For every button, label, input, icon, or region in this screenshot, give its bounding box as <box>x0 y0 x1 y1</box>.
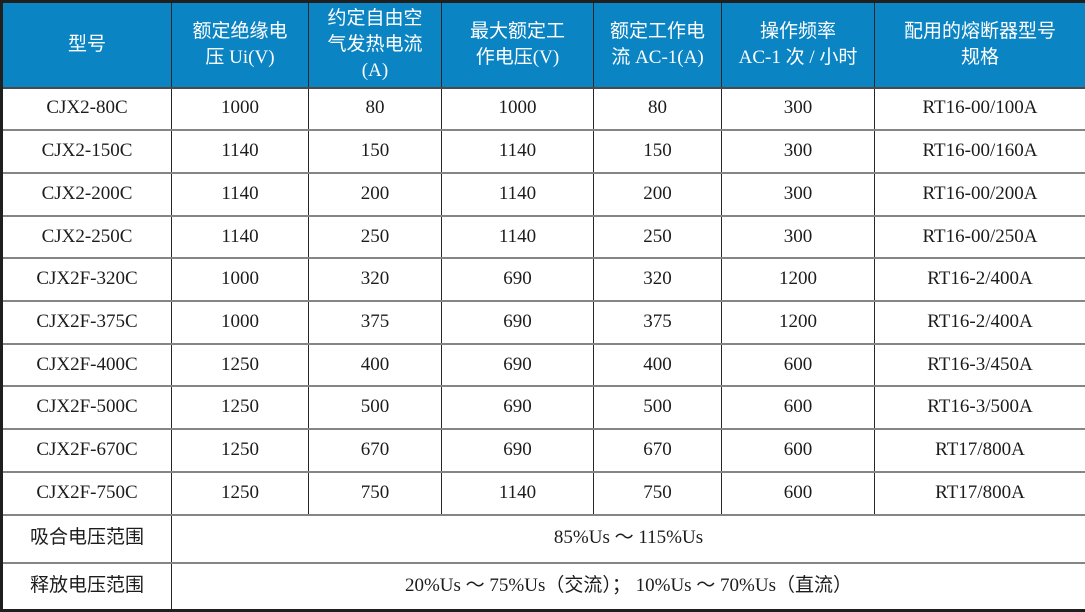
header-cell-conventional-free-air-thermal-current: 约定自由空 气发热电流 (A) <box>308 0 442 89</box>
model-cell: CJX2-250C <box>1 214 172 260</box>
value-cell: 1000 <box>171 86 309 132</box>
value-cell: 250 <box>593 214 722 260</box>
value-cell: 1250 <box>171 385 309 430</box>
value-cell: RT16-00/100A <box>874 86 1085 132</box>
header-cell-max-rated-working-voltage: 最大额定工 作电压(V) <box>441 0 594 89</box>
value-cell: 200 <box>593 171 722 217</box>
model-cell: CJX2F-750C <box>1 470 172 516</box>
value-cell: 600 <box>721 385 875 430</box>
value-cell: 1140 <box>171 171 309 217</box>
value-cell: RT16-3/500A <box>874 385 1085 430</box>
value-cell: 670 <box>308 428 442 473</box>
model-cell: CJX2-80C <box>1 86 172 132</box>
header-cell-fuse-spec: 配用的熔断器型号 规格 <box>874 0 1085 89</box>
value-cell: 1000 <box>441 86 594 132</box>
value-cell: 500 <box>308 385 442 430</box>
value-cell: RT16-00/200A <box>874 171 1085 217</box>
value-cell: 1140 <box>441 171 594 217</box>
value-cell: 670 <box>593 428 722 473</box>
header-cell-operating-frequency: 操作频率 AC-1 次 / 小时 <box>721 0 875 89</box>
value-cell: RT16-00/250A <box>874 214 1085 260</box>
value-cell: 600 <box>721 470 875 516</box>
value-cell: RT17/800A <box>874 470 1085 516</box>
value-cell: 1000 <box>171 257 309 302</box>
value-cell: RT16-00/160A <box>874 129 1085 174</box>
release-voltage-value: 20%Us ～ 75%Us（交流）； 10%Us ～ 70%Us（直流） <box>171 561 1085 612</box>
table-row: CJX2F-670C 1250 670 690 670 600 RT17/800… <box>1 428 1085 473</box>
value-cell: 600 <box>721 342 875 388</box>
value-cell: 1250 <box>171 342 309 388</box>
release-voltage-row: 释放电压范围 20%Us ～ 75%Us（交流）； 10%Us ～ 70%Us（… <box>1 561 1085 612</box>
value-cell: RT17/800A <box>874 428 1085 473</box>
model-cell: CJX2-150C <box>1 129 172 174</box>
value-cell: 690 <box>441 257 594 302</box>
value-cell: 400 <box>593 342 722 388</box>
table-row: CJX2-200C 1140 200 1140 200 300 RT16-00/… <box>1 171 1085 217</box>
model-cell: CJX2F-320C <box>1 257 172 302</box>
value-cell: 1200 <box>721 299 875 345</box>
value-cell: 375 <box>308 299 442 345</box>
value-cell: 300 <box>721 86 875 132</box>
value-cell: 1250 <box>171 470 309 516</box>
header-cell-rated-insulation-voltage: 额定绝缘电 压 Ui(V) <box>171 0 309 89</box>
header-cell-rated-working-current: 额定工作电 流 AC-1(A) <box>593 0 722 89</box>
model-cell: CJX2F-670C <box>1 428 172 473</box>
header-cell-model: 型号 <box>1 0 172 89</box>
model-cell: CJX2-200C <box>1 171 172 217</box>
value-cell: 400 <box>308 342 442 388</box>
value-cell: 750 <box>593 470 722 516</box>
value-cell: 80 <box>308 86 442 132</box>
value-cell: 300 <box>721 214 875 260</box>
table-row: CJX2-150C 1140 150 1140 150 300 RT16-00/… <box>1 129 1085 174</box>
value-cell: 80 <box>593 86 722 132</box>
value-cell: 150 <box>308 129 442 174</box>
value-cell: 690 <box>441 428 594 473</box>
value-cell: 1140 <box>171 129 309 174</box>
value-cell: 1140 <box>441 129 594 174</box>
value-cell: 690 <box>441 385 594 430</box>
value-cell: 1140 <box>441 214 594 260</box>
value-cell: 320 <box>308 257 442 302</box>
value-cell: 1140 <box>441 470 594 516</box>
pickup-voltage-label: 吸合电压范围 <box>1 513 172 564</box>
value-cell: 375 <box>593 299 722 345</box>
table-row: CJX2F-750C 1250 750 1140 750 600 RT17/80… <box>1 470 1085 516</box>
value-cell: 320 <box>593 257 722 302</box>
value-cell: 690 <box>441 299 594 345</box>
pickup-voltage-row: 吸合电压范围 85%Us ～ 115%Us <box>1 513 1085 564</box>
model-cell: CJX2F-400C <box>1 342 172 388</box>
value-cell: 300 <box>721 171 875 217</box>
value-cell: 1250 <box>171 428 309 473</box>
table-row: CJX2F-500C 1250 500 690 500 600 RT16-3/5… <box>1 385 1085 430</box>
value-cell: 1000 <box>171 299 309 345</box>
value-cell: 1200 <box>721 257 875 302</box>
value-cell: 500 <box>593 385 722 430</box>
header-row: 型号 额定绝缘电 压 Ui(V) 约定自由空 气发热电流 (A) 最大额定工 作… <box>1 0 1085 89</box>
value-cell: 250 <box>308 214 442 260</box>
model-cell: CJX2F-375C <box>1 299 172 345</box>
value-cell: 750 <box>308 470 442 516</box>
value-cell: 200 <box>308 171 442 217</box>
table-row: CJX2F-375C 1000 375 690 375 1200 RT16-2/… <box>1 299 1085 345</box>
value-cell: RT16-2/400A <box>874 299 1085 345</box>
table-row: CJX2-250C 1140 250 1140 250 300 RT16-00/… <box>1 214 1085 260</box>
value-cell: 690 <box>441 342 594 388</box>
value-cell: 300 <box>721 129 875 174</box>
value-cell: RT16-2/400A <box>874 257 1085 302</box>
value-cell: 150 <box>593 129 722 174</box>
value-cell: RT16-3/450A <box>874 342 1085 388</box>
value-cell: 1140 <box>171 214 309 260</box>
table-row: CJX2F-320C 1000 320 690 320 1200 RT16-2/… <box>1 257 1085 302</box>
pickup-voltage-value: 85%Us ～ 115%Us <box>171 513 1085 564</box>
value-cell: 600 <box>721 428 875 473</box>
release-voltage-label: 释放电压范围 <box>1 561 172 612</box>
model-cell: CJX2F-500C <box>1 385 172 430</box>
table-row: CJX2-80C 1000 80 1000 80 300 RT16-00/100… <box>1 86 1085 132</box>
table-row: CJX2F-400C 1250 400 690 400 600 RT16-3/4… <box>1 342 1085 388</box>
